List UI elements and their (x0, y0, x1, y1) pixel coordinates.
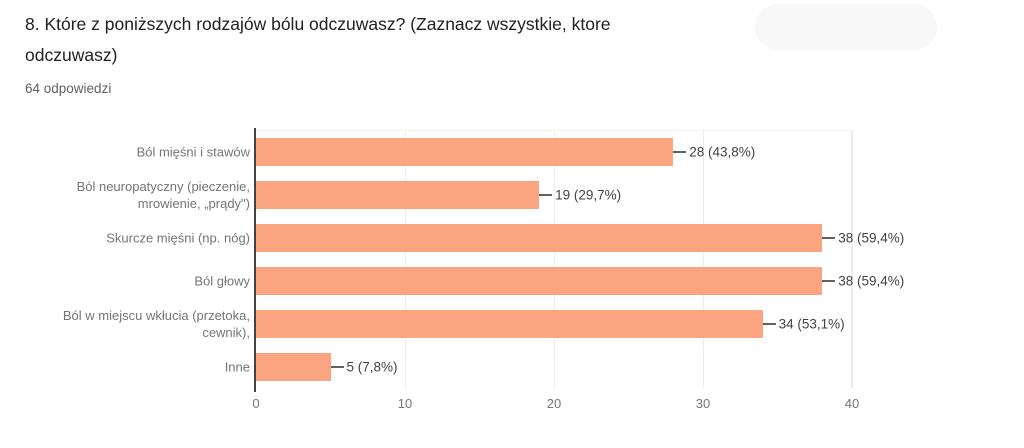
value-label: 38 (59,4%) (838, 273, 905, 288)
gridline-20 (554, 131, 555, 388)
x-tick-label: 0 (252, 396, 260, 411)
x-tick-label: 10 (397, 396, 413, 411)
leader-line (539, 193, 553, 196)
leader-line (330, 365, 344, 368)
bar (256, 309, 763, 338)
value-label: 28 (43,8%) (689, 144, 756, 159)
value-label: 34 (53,1%) (778, 316, 845, 331)
category-label: Ból głowy (194, 273, 250, 288)
gridline-10 (405, 131, 406, 388)
x-tick-label: 40 (844, 396, 860, 411)
leader-line (762, 322, 776, 325)
gridline-40 (851, 131, 853, 388)
question-title: 8. Które z poniższych rodzajów bólu odcz… (25, 14, 611, 65)
x-tick-label: 20 (546, 396, 562, 411)
category-label: Ból mięśni i stawów (136, 144, 250, 159)
bar (256, 352, 331, 381)
category-label: Ból w miejscu wkłucia (przetoka, cewnik)… (62, 307, 250, 340)
value-label: 19 (29,7%) (555, 187, 622, 202)
y-axis-line (254, 128, 256, 392)
leader-line (822, 279, 836, 282)
value-label: 38 (59,4%) (838, 230, 905, 245)
bar (256, 137, 674, 166)
blurred-region (755, 4, 937, 50)
category-label: Ból neuropatyczny (pieczenie, mrowienie,… (76, 178, 250, 211)
plot-top-border (255, 130, 853, 131)
leader-line (673, 150, 687, 153)
bar (256, 223, 823, 252)
bar (256, 266, 823, 295)
leader-line (822, 236, 836, 239)
gridline-30 (703, 131, 704, 388)
bar (256, 180, 540, 209)
bar-chart: Ból mięśni i stawów 28 (43,8%) Ból neuropa… (0, 118, 1024, 428)
category-label: Skurcze mięśni (np. nóg) (106, 230, 250, 245)
responses-count: 64 odpowiedzi (25, 81, 112, 96)
value-label: 5 (7,8%) (346, 359, 398, 374)
x-tick-label: 30 (695, 396, 711, 411)
category-label: Inne (224, 359, 250, 374)
